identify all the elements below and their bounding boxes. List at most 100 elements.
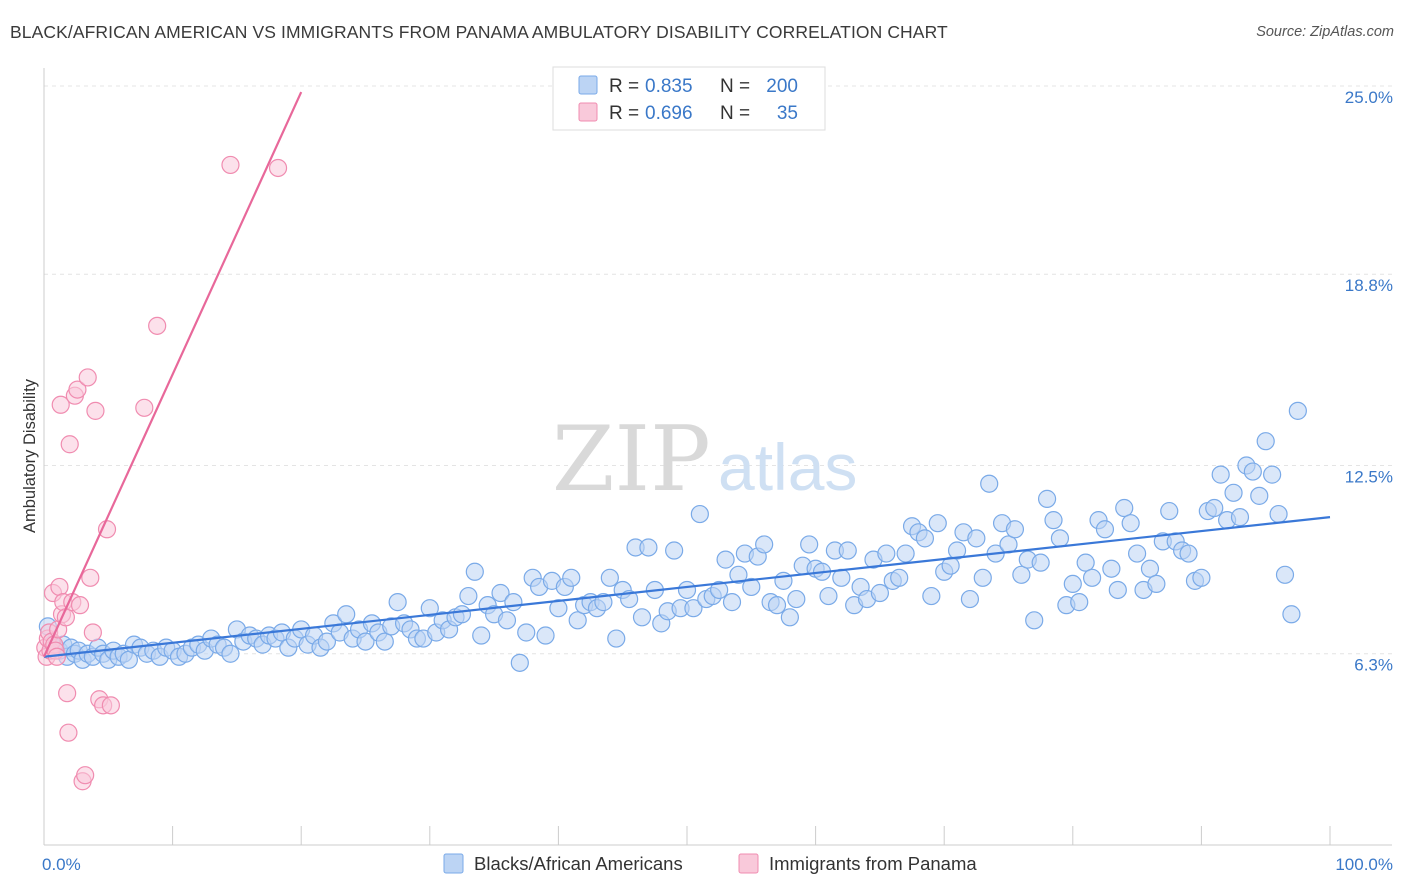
blue-point-112 <box>722 593 742 612</box>
blue-point-121 <box>780 608 799 627</box>
blue-point-188 <box>1211 465 1230 484</box>
blue-point-197 <box>1269 504 1288 524</box>
blue-point-55 <box>356 632 375 651</box>
pink-point-33 <box>135 398 154 417</box>
blue-point-92 <box>594 593 613 612</box>
blue-point-167 <box>1076 553 1095 572</box>
blue-trend-line <box>43 516 1331 658</box>
blue-point-152 <box>980 474 999 493</box>
blue-point-105 <box>677 580 697 600</box>
trend-lines <box>42 91 1331 658</box>
pink-point-36 <box>268 158 288 178</box>
blue-point-60 <box>388 593 407 612</box>
blue-point-136 <box>877 544 896 563</box>
blue-point-196 <box>1263 465 1282 484</box>
blue-point-163 <box>1050 529 1070 548</box>
blue-point-177 <box>1140 559 1160 578</box>
blue-point-70 <box>452 605 472 624</box>
y-tick-label-0: 6.3% <box>1354 656 1393 675</box>
grid-lines <box>44 85 1392 655</box>
blue-point-150 <box>967 529 986 548</box>
blue-point-147 <box>947 541 967 560</box>
pink-trend-line <box>42 91 303 658</box>
source-label: Source: ZipAtlas.com <box>1256 24 1394 40</box>
blue-point-58 <box>375 632 394 651</box>
blue-point-111 <box>716 550 735 569</box>
blue-point-107 <box>690 504 709 524</box>
bottom-legend-label-pink: Immigrants from Panama <box>769 853 977 874</box>
bottom-legend-label-blue: Blacks/African Americans <box>474 853 683 874</box>
blue-point-149 <box>960 589 980 609</box>
pink-point-16 <box>58 684 77 703</box>
blue-point-166 <box>1070 593 1089 612</box>
pink-point-12 <box>51 395 70 414</box>
blue-point-72 <box>465 562 484 581</box>
y-tick-label-2: 18.8% <box>1345 276 1393 295</box>
blue-point-76 <box>491 583 510 603</box>
bottom-legend-swatch-blue <box>443 853 464 874</box>
series-blacks-points <box>38 401 1307 672</box>
blue-point-93 <box>600 568 619 587</box>
blue-point-143 <box>922 586 941 606</box>
blue-point-87 <box>562 568 581 587</box>
blue-point-78 <box>504 593 523 612</box>
blue-point-34 <box>221 644 240 663</box>
legend-n-label-1: N = <box>720 76 750 97</box>
blue-point-110 <box>710 580 729 600</box>
blue-point-94 <box>607 629 626 648</box>
pink-point-17 <box>59 723 78 742</box>
blue-point-156 <box>1005 520 1025 539</box>
legend-swatch-blue <box>578 75 598 95</box>
blue-point-193 <box>1243 462 1262 481</box>
pink-point-35 <box>221 155 240 175</box>
blue-point-168 <box>1082 568 1102 587</box>
pink-point-32 <box>101 696 120 715</box>
blue-point-187 <box>1205 498 1224 518</box>
blue-point-106 <box>684 599 703 618</box>
blue-point-161 <box>1037 489 1057 508</box>
blue-point-142 <box>915 529 935 548</box>
blue-point-99 <box>639 538 658 557</box>
pink-point-27 <box>83 623 102 642</box>
blue-point-115 <box>742 577 761 597</box>
x-tick-labels: 0.0% 100.0% <box>42 855 1393 874</box>
blue-point-83 <box>536 626 555 645</box>
blue-point-65 <box>420 599 439 618</box>
blue-point-98 <box>632 608 652 627</box>
blue-point-71 <box>459 586 478 606</box>
blue-point-159 <box>1025 611 1044 630</box>
blue-point-194 <box>1250 486 1269 505</box>
blue-point-165 <box>1063 574 1082 594</box>
blue-point-85 <box>549 599 568 618</box>
blue-point-185 <box>1192 568 1211 587</box>
blue-point-171 <box>1102 559 1121 578</box>
blue-point-162 <box>1044 511 1063 530</box>
pink-point-28 <box>86 401 105 420</box>
legend-n-value-1: 200 <box>766 76 798 97</box>
pink-point-25 <box>78 368 97 387</box>
axes <box>43 68 1392 846</box>
blue-point-130 <box>838 541 857 560</box>
legend-r-value-2: 0.696 <box>645 103 693 124</box>
blue-point-183 <box>1179 544 1198 563</box>
blue-point-146 <box>941 556 960 575</box>
blue-point-178 <box>1147 574 1166 594</box>
legend-r-label-1: R = <box>609 76 639 97</box>
blue-point-195 <box>1256 432 1275 451</box>
legend-n-value-2: 35 <box>777 103 798 124</box>
pink-point-21 <box>68 380 87 399</box>
blue-point-191 <box>1230 508 1250 527</box>
blue-point-88 <box>568 611 587 630</box>
blue-point-174 <box>1121 514 1140 533</box>
blue-point-200 <box>1288 401 1307 420</box>
blue-point-96 <box>620 589 639 609</box>
pink-point-34 <box>148 316 167 335</box>
blue-point-172 <box>1108 580 1127 600</box>
legend-r-label-2: R = <box>609 103 639 124</box>
blue-point-122 <box>787 589 806 609</box>
blue-point-73 <box>472 626 491 645</box>
blue-point-119 <box>767 596 787 615</box>
blue-point-173 <box>1115 498 1134 518</box>
blue-point-190 <box>1224 483 1243 502</box>
